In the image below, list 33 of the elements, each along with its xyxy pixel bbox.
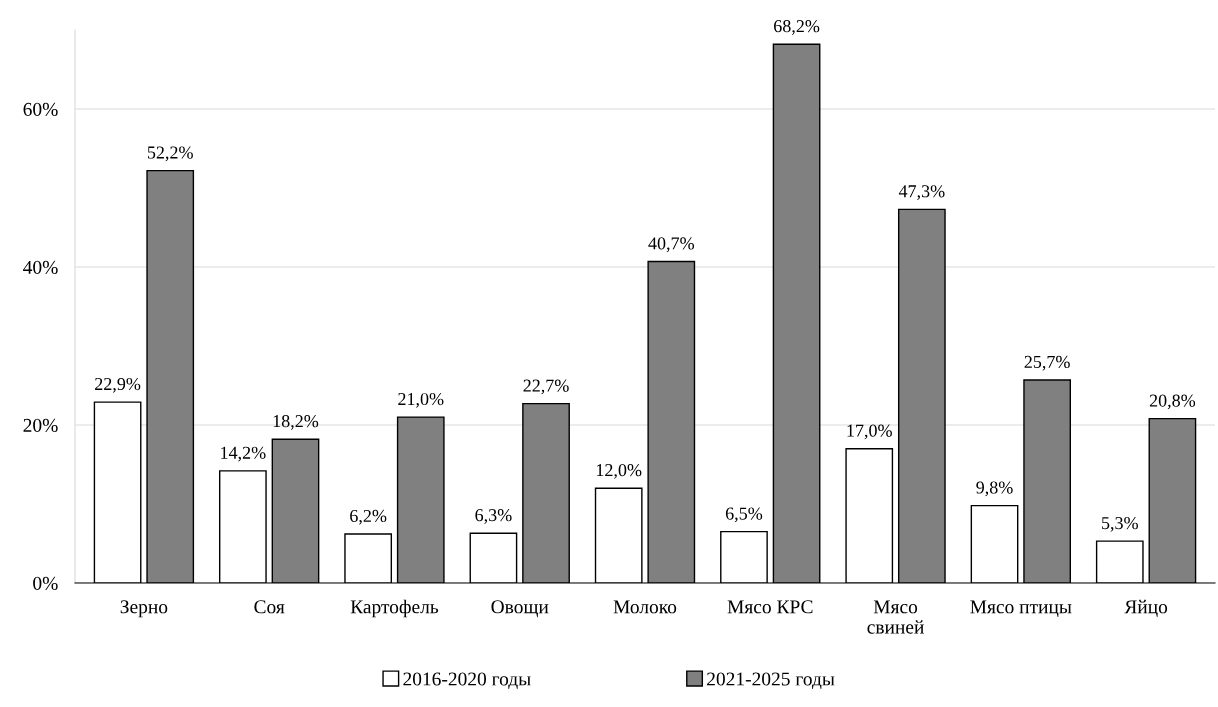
- x-tick-label: Мясо КРС: [727, 600, 813, 614]
- legend-label: 2016-2020 годы: [403, 672, 531, 690]
- x-tick-label: Молоко: [613, 600, 677, 614]
- y-tick-label: 40%: [23, 260, 58, 274]
- data-label: 22,9%: [95, 377, 141, 393]
- legend-label: 2021-2025 годы: [707, 672, 835, 690]
- data-label: 40,7%: [648, 237, 695, 253]
- x-tick-label: Мясо свиней: [867, 600, 924, 634]
- x-tick-label: Овощи: [491, 600, 549, 618]
- x-tick-label: Соя: [254, 600, 285, 614]
- data-label: 20,8%: [1149, 394, 1196, 410]
- data-label: 52,2%: [147, 146, 193, 162]
- data-label: 5,3%: [1102, 516, 1138, 532]
- data-label: 21,0%: [398, 392, 444, 408]
- data-label: 18,2%: [273, 415, 319, 430]
- data-label: 17,0%: [847, 424, 892, 440]
- y-tick-label: 20%: [23, 418, 58, 432]
- data-label: 47,3%: [898, 185, 945, 200]
- data-label: 68,2%: [774, 20, 820, 35]
- x-tick-label: Зерно: [120, 600, 168, 618]
- data-label: 6,5%: [725, 507, 763, 523]
- data-label: 12,0%: [596, 464, 642, 479]
- y-tick-label: 0%: [33, 576, 58, 590]
- data-label: 25,7%: [1024, 355, 1070, 371]
- x-tick-label: Картофель: [350, 599, 439, 618]
- data-label: 6,2%: [350, 509, 387, 525]
- data-label: 6,3%: [475, 509, 512, 524]
- data-label: 22,7%: [523, 379, 569, 395]
- x-tick-label: Яйцо: [1124, 599, 1168, 617]
- x-tick-label: Мясо птицы: [970, 600, 1072, 617]
- data-label: 9,8%: [976, 481, 1013, 497]
- data-label: 14,2%: [221, 446, 266, 462]
- y-tick-label: 60%: [23, 102, 58, 116]
